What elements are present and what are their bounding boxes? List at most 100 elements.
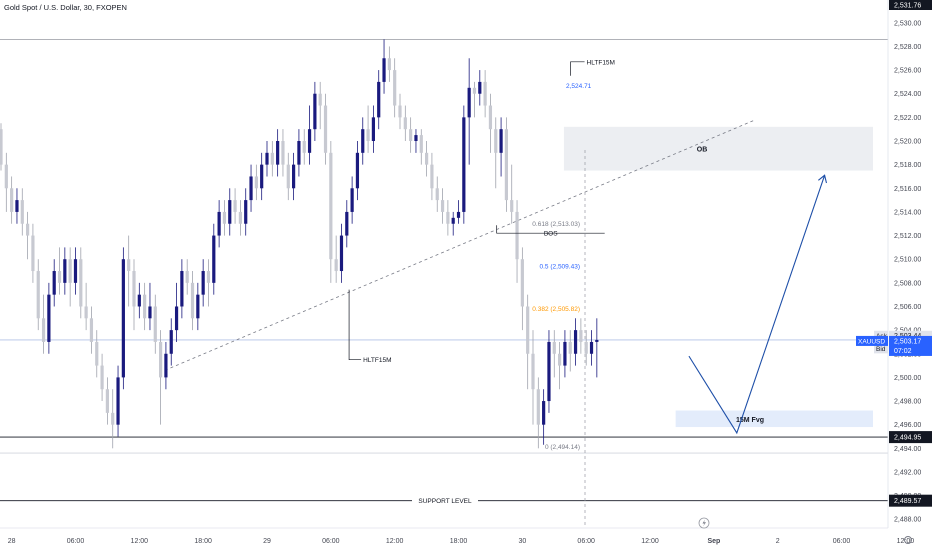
candle[interactable] <box>425 141 429 177</box>
candle[interactable] <box>79 247 83 319</box>
candle[interactable] <box>526 294 530 390</box>
candle[interactable] <box>510 164 514 224</box>
candle[interactable] <box>281 129 285 177</box>
candle[interactable] <box>536 377 540 449</box>
candle[interactable] <box>143 282 147 331</box>
candle[interactable] <box>478 70 482 106</box>
candle[interactable] <box>265 141 269 177</box>
candle[interactable] <box>180 259 184 319</box>
candle[interactable] <box>10 176 14 224</box>
candle[interactable] <box>164 341 168 390</box>
candle[interactable] <box>542 389 546 445</box>
candle[interactable] <box>4 152 8 212</box>
candle[interactable] <box>483 70 487 118</box>
candle[interactable] <box>515 200 519 283</box>
candle[interactable] <box>573 318 578 366</box>
candle[interactable] <box>419 129 423 165</box>
candle[interactable] <box>254 164 258 201</box>
candle[interactable] <box>121 247 125 390</box>
candle[interactable] <box>169 318 173 366</box>
candle[interactable] <box>196 282 200 331</box>
candle[interactable] <box>100 353 104 402</box>
candle[interactable] <box>260 152 264 201</box>
candle[interactable] <box>435 176 439 212</box>
gear-icon[interactable] <box>904 536 912 544</box>
candle[interactable] <box>292 152 296 201</box>
candle[interactable] <box>329 141 333 283</box>
candle[interactable] <box>547 330 551 413</box>
candle[interactable] <box>552 330 556 378</box>
candle[interactable] <box>15 188 19 224</box>
candle[interactable] <box>504 117 508 212</box>
candle[interactable] <box>318 81 322 130</box>
candle[interactable] <box>148 282 152 331</box>
candle[interactable] <box>531 330 535 425</box>
candle[interactable] <box>201 259 205 307</box>
candle[interactable] <box>286 152 290 201</box>
candle[interactable] <box>366 105 370 153</box>
candle[interactable] <box>276 129 280 177</box>
candle[interactable] <box>84 282 88 331</box>
candle[interactable] <box>595 318 599 378</box>
candle[interactable] <box>297 129 301 177</box>
candle[interactable] <box>190 271 195 331</box>
candle[interactable] <box>153 294 157 354</box>
candle[interactable] <box>467 58 471 165</box>
candle[interactable] <box>26 211 30 260</box>
candle[interactable] <box>47 282 51 354</box>
candle[interactable] <box>41 294 46 354</box>
candle[interactable] <box>563 330 567 378</box>
candle[interactable] <box>36 259 40 331</box>
price-axis[interactable] <box>888 0 932 550</box>
candle[interactable] <box>499 117 503 177</box>
candle[interactable] <box>584 330 588 366</box>
candle[interactable] <box>222 200 227 236</box>
candle[interactable] <box>579 318 583 354</box>
candle[interactable] <box>409 117 413 153</box>
candle[interactable] <box>206 259 211 307</box>
candle[interactable] <box>589 330 594 366</box>
candle[interactable] <box>63 247 67 295</box>
candle[interactable] <box>89 306 94 354</box>
candle[interactable] <box>137 282 141 319</box>
candle[interactable] <box>57 247 62 295</box>
candle[interactable] <box>334 235 338 283</box>
candle[interactable] <box>382 39 386 94</box>
candle[interactable] <box>371 105 375 153</box>
candle[interactable] <box>558 341 562 390</box>
candle[interactable] <box>403 105 407 142</box>
candle[interactable] <box>568 330 572 372</box>
candle[interactable] <box>31 223 35 283</box>
candle[interactable] <box>472 81 477 118</box>
candle[interactable] <box>393 58 397 118</box>
candle[interactable] <box>238 200 242 236</box>
candle[interactable] <box>456 200 461 224</box>
candle[interactable] <box>132 259 136 331</box>
candle[interactable] <box>127 235 131 307</box>
candle[interactable] <box>249 164 253 212</box>
candle[interactable] <box>68 247 72 307</box>
candle[interactable] <box>355 141 360 201</box>
candle[interactable] <box>185 259 189 295</box>
candle[interactable] <box>270 141 274 177</box>
candle[interactable] <box>212 223 216 295</box>
candle[interactable] <box>350 176 354 224</box>
candle[interactable] <box>430 152 434 201</box>
candle[interactable] <box>244 188 248 236</box>
candle[interactable] <box>217 200 221 248</box>
candle[interactable] <box>339 223 344 283</box>
candle[interactable] <box>323 93 328 165</box>
candle[interactable] <box>105 377 109 425</box>
candle[interactable] <box>361 117 365 165</box>
candle[interactable] <box>520 247 524 331</box>
lightning-icon[interactable] <box>698 517 710 529</box>
candle[interactable] <box>414 129 418 153</box>
candle[interactable] <box>228 188 232 236</box>
candle[interactable] <box>451 211 455 236</box>
candle[interactable] <box>95 330 99 378</box>
candle[interactable] <box>387 46 391 82</box>
candle[interactable] <box>307 105 312 165</box>
candle[interactable] <box>398 93 402 130</box>
candle[interactable] <box>233 188 237 224</box>
